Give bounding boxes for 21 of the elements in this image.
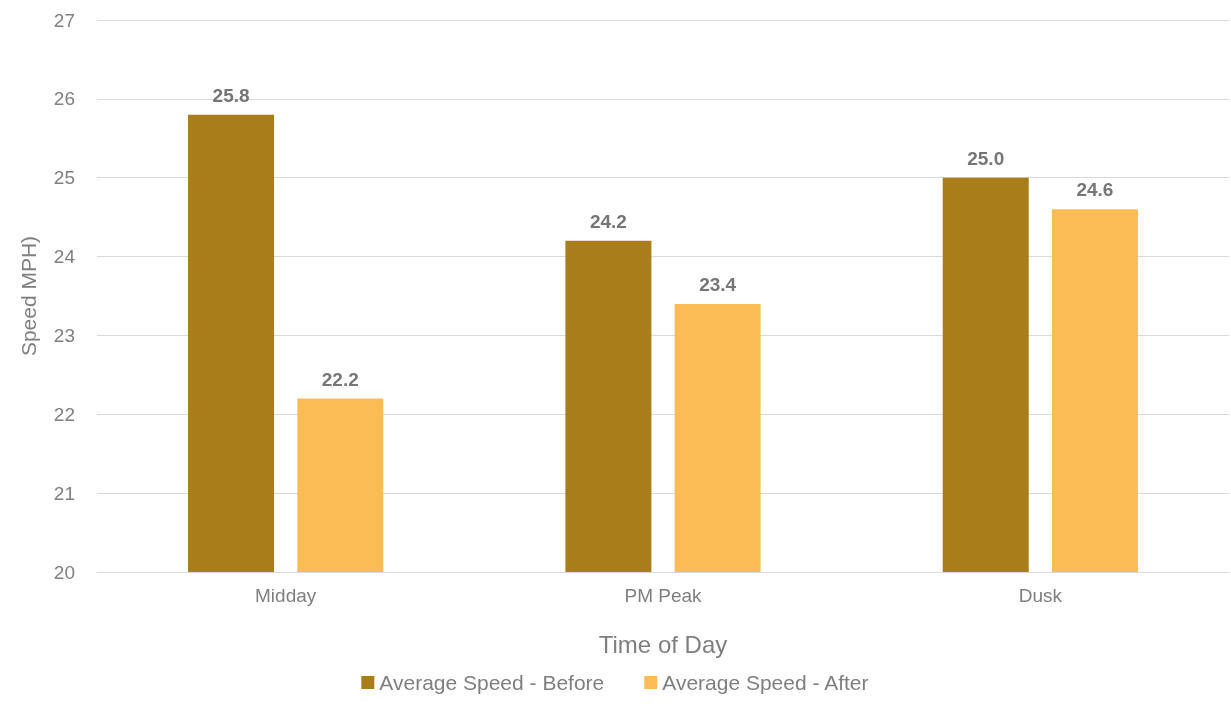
legend-label: Average Speed - After — [662, 671, 869, 694]
data-label: 24.2 — [589, 210, 627, 232]
data-label: 25.8 — [212, 84, 250, 106]
y-tick-label: 22 — [53, 403, 75, 425]
data-label: 25.0 — [967, 147, 1005, 169]
y-tick-label: 21 — [53, 482, 75, 504]
y-tick-label: 26 — [53, 88, 75, 110]
legend-label: Average Speed - Before — [379, 671, 605, 694]
y-tick-label: 24 — [53, 246, 76, 268]
y-tick-label: 23 — [53, 324, 75, 346]
y-axis-title: Speed MPH) — [17, 235, 40, 357]
x-tick-label: Midday — [255, 585, 317, 606]
data-label: 22.2 — [321, 368, 359, 390]
y-tick-label: 25 — [53, 167, 75, 189]
data-label: 24.6 — [1076, 179, 1114, 201]
x-tick-label: Dusk — [1018, 585, 1063, 606]
x-tick-label: PM Peak — [624, 585, 703, 606]
x-axis-title: Time of Day — [598, 630, 728, 658]
y-tick-label: 27 — [53, 9, 75, 31]
y-tick-label: 20 — [53, 561, 75, 583]
data-label: 23.4 — [699, 273, 737, 295]
